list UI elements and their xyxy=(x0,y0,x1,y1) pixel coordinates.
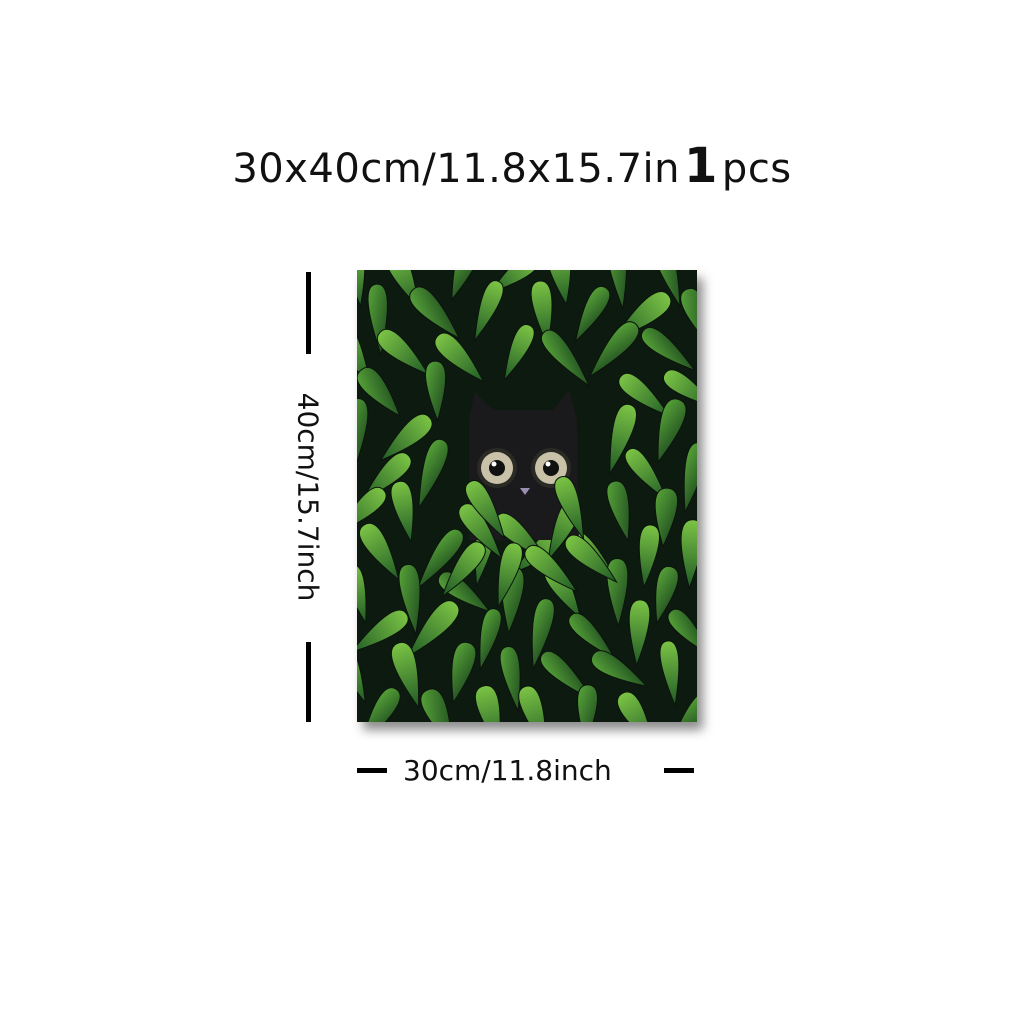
leaf-shape xyxy=(531,598,555,671)
leaf-shape xyxy=(465,480,506,540)
leaf-shape xyxy=(357,564,367,625)
leaf-shape xyxy=(618,372,671,418)
leaf-shape xyxy=(359,522,400,582)
canvas-print-artwork xyxy=(357,270,697,722)
leaf-shape xyxy=(662,369,697,409)
leaf-shape xyxy=(357,397,369,471)
leaf-shape xyxy=(655,565,679,625)
leaf-shape xyxy=(667,608,697,657)
leaf-shape xyxy=(425,360,447,423)
leaf-shape xyxy=(546,270,572,306)
leaf-shape xyxy=(652,270,681,308)
artwork-illustration xyxy=(357,270,697,722)
height-indicator-bottom-bar xyxy=(306,642,311,722)
leaf-shape xyxy=(499,646,521,713)
leaf-shape xyxy=(606,270,628,311)
leaf-shape xyxy=(497,542,523,609)
leaf-shape xyxy=(357,366,401,417)
product-size-title: 30x40cm/11.8x15.7in1 pcs xyxy=(0,138,1024,194)
leaf-shape xyxy=(654,487,679,548)
leaf-shape xyxy=(418,438,449,510)
leaf-shape xyxy=(530,280,553,348)
leaf-shape xyxy=(451,270,480,301)
leaf-shape xyxy=(606,480,630,543)
leaf-shape xyxy=(359,687,401,722)
size-text: 30x40cm/11.8x15.7in xyxy=(232,146,681,192)
leaf-shape xyxy=(641,326,696,372)
leaf-shape xyxy=(357,322,371,386)
leaf-shape xyxy=(659,640,680,708)
leaf-shape xyxy=(488,270,540,294)
leaf-shape xyxy=(416,528,464,590)
quantity-number: 1 xyxy=(684,138,718,194)
leaf-shape xyxy=(564,534,618,584)
width-indicator-left-bar xyxy=(357,768,387,773)
leaf-shape xyxy=(624,448,669,502)
leaf-shape xyxy=(458,503,503,560)
leaf-shape xyxy=(540,329,591,387)
leaf-shape xyxy=(670,690,697,722)
leaf-shape xyxy=(434,332,485,383)
leaf-shape xyxy=(503,324,535,382)
leaf-shape xyxy=(518,685,547,722)
width-indicator-right-bar xyxy=(664,768,694,773)
height-indicator-top-bar xyxy=(306,272,311,354)
leaf-shape xyxy=(357,642,367,705)
quantity-unit: pcs xyxy=(721,146,792,192)
leaf-shape xyxy=(574,285,611,343)
leaf-shape xyxy=(409,286,461,340)
leaf-shape xyxy=(638,524,660,589)
leaf-shape xyxy=(540,650,595,702)
leaf-shape xyxy=(609,403,637,476)
leaf-shape xyxy=(357,486,387,535)
leaf-shape xyxy=(398,563,421,636)
leaf-shape xyxy=(683,442,697,514)
leaf-shape xyxy=(628,599,651,667)
leaf-shape xyxy=(357,270,366,308)
leaf-shape xyxy=(680,519,697,590)
height-dimension-label: 40cm/15.7inch xyxy=(291,392,325,602)
leaf-shape xyxy=(474,280,504,343)
leaf-shape xyxy=(577,684,598,722)
leaf-shape xyxy=(588,321,640,378)
leaf-shape xyxy=(657,398,687,464)
leaf-shape xyxy=(420,688,453,722)
leaf-shape xyxy=(357,609,409,654)
leaf-shape xyxy=(390,480,414,544)
leaf-shape xyxy=(616,691,655,722)
leaf-shape xyxy=(524,544,579,593)
leaf-shape xyxy=(441,541,486,598)
leaf-shape xyxy=(390,641,420,709)
leaf-shape xyxy=(474,685,501,722)
leaf-shape xyxy=(406,600,460,659)
leaf-shape xyxy=(451,641,477,704)
leaf-layer-front xyxy=(441,475,618,609)
leaf-shape xyxy=(680,287,697,345)
leaf-shape xyxy=(568,612,616,660)
leaf-shape xyxy=(376,328,430,376)
leaf-shape xyxy=(379,413,433,462)
width-dimension-label: 30cm/11.8inch xyxy=(403,754,612,787)
leaf-shape xyxy=(479,608,502,672)
leaf-shape xyxy=(554,475,585,541)
leaf-shape xyxy=(590,650,648,687)
